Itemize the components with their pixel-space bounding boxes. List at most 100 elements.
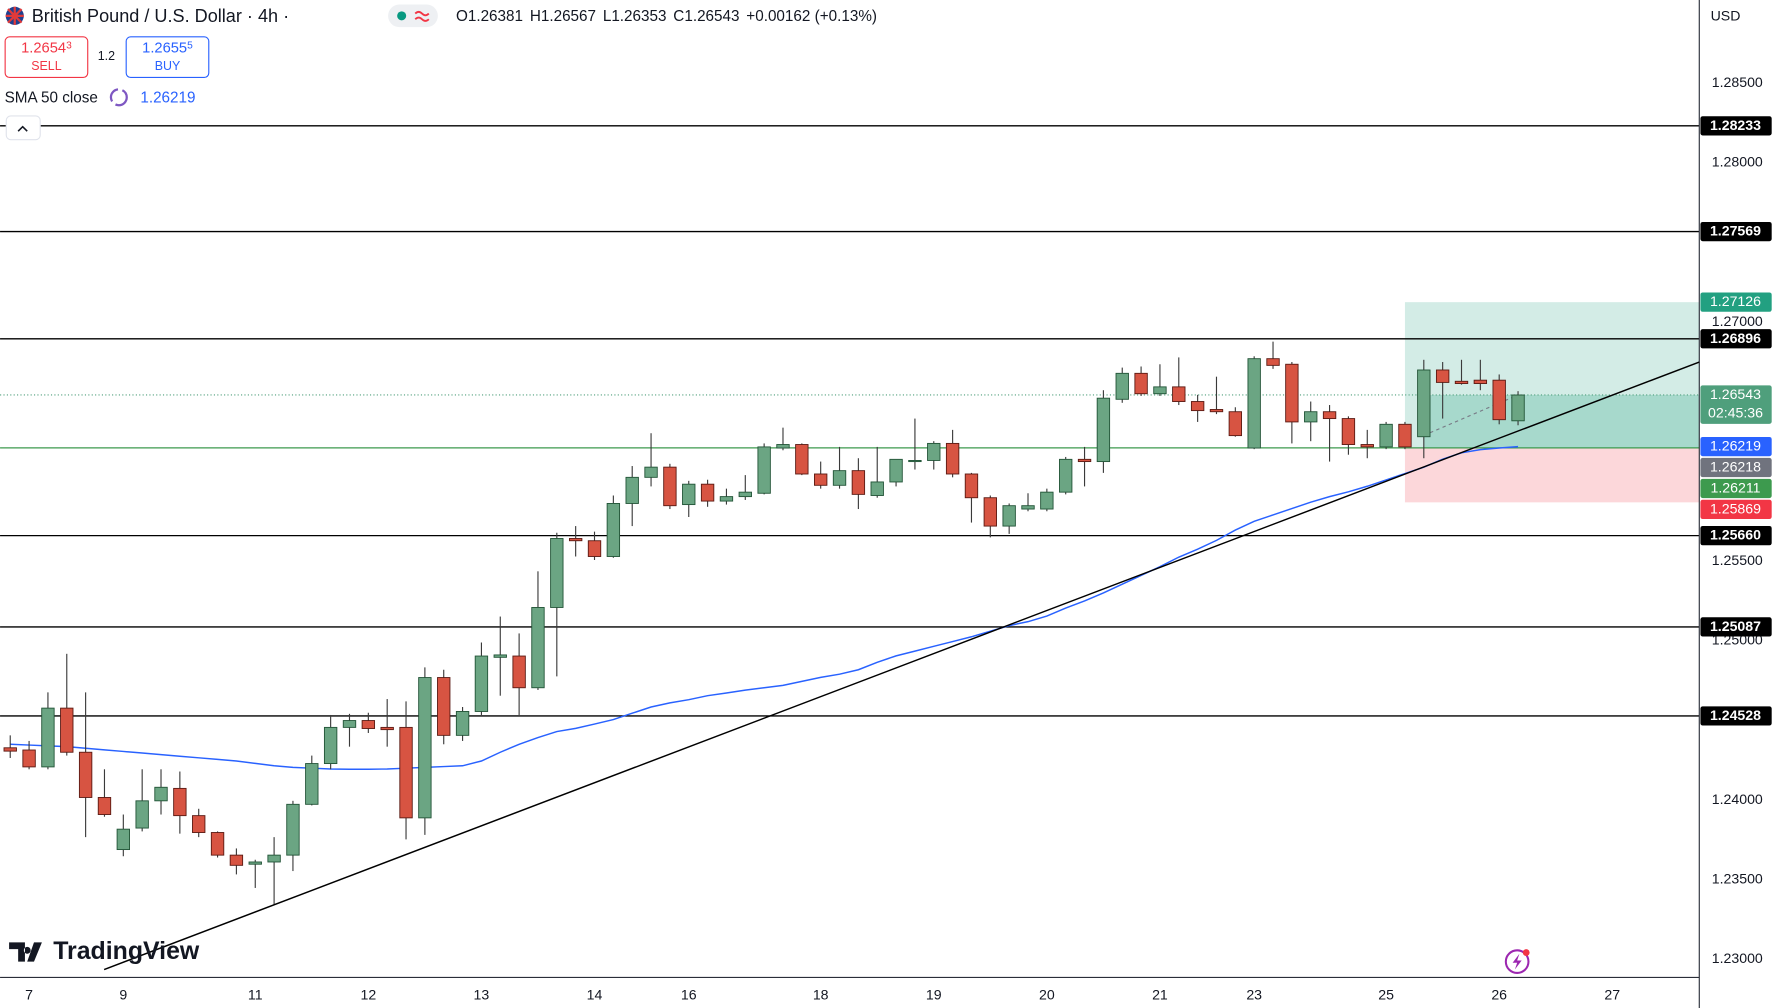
candle-body	[738, 491, 752, 498]
candle-body	[1398, 423, 1412, 448]
candle-body	[1304, 411, 1318, 423]
price-tag: 1.24528	[1700, 706, 1772, 726]
candle-body	[964, 473, 979, 499]
candle-body	[135, 800, 149, 829]
price-tag-box	[1700, 457, 1772, 478]
x-tick-label: 7	[25, 986, 33, 1002]
candle-body	[286, 803, 300, 856]
candle-body	[248, 861, 262, 865]
price-tag-box	[1700, 617, 1772, 637]
sell-button[interactable]	[4, 36, 89, 79]
price-tag: 1.26543 02:45:36	[1700, 385, 1772, 424]
x-tick-label: 27	[1604, 986, 1620, 1002]
ohlc-label: H	[530, 8, 541, 25]
candle-body	[832, 470, 847, 486]
candle-body	[3, 747, 17, 752]
trend-line	[103, 361, 1700, 971]
candle-body	[606, 503, 621, 557]
candle-body	[663, 466, 677, 507]
x-tick-label: 23	[1246, 986, 1262, 1002]
price-tag: 1.26219	[1700, 436, 1772, 457]
candle-body	[1379, 423, 1393, 448]
y-tick-label: 1.23500	[1712, 870, 1763, 886]
sma-line	[10, 445, 1519, 771]
candle-body	[418, 677, 432, 819]
buy-button[interactable]	[125, 36, 210, 79]
ohlc-value: 1.26567	[541, 8, 596, 25]
sell-price-main: 1.2654	[21, 41, 66, 57]
x-tick-label: 12	[360, 986, 376, 1002]
status-pill[interactable]	[388, 4, 438, 28]
ohlc-change: +0.00162 (+0.13%)	[746, 8, 877, 25]
candle-body	[889, 458, 903, 483]
spread: 1.2	[98, 49, 115, 63]
price-tag-label: 1.25087	[1710, 618, 1761, 634]
candle-body	[531, 607, 545, 689]
lightning-bolt	[1512, 953, 1522, 970]
price-tag: 1.26218	[1700, 457, 1772, 478]
price-tag-box	[1700, 385, 1772, 424]
open-profit-zone	[1423, 394, 1700, 448]
countdown: 02:45:36	[1708, 404, 1763, 420]
candle-body	[1059, 458, 1073, 493]
price-tag-box	[1700, 329, 1772, 349]
candle-body	[814, 473, 828, 486]
status-icon	[414, 10, 430, 22]
candle-body	[305, 763, 319, 805]
candle-body	[60, 707, 74, 753]
buy-price-main: 1.2655	[142, 41, 187, 57]
indicator-name: SMA 50 close	[5, 89, 98, 106]
candle-body	[1341, 418, 1356, 445]
x-tick-label: 25	[1378, 986, 1394, 1002]
candle-body	[1021, 505, 1035, 510]
candle-body	[1190, 401, 1205, 412]
price-tag-box	[1700, 706, 1772, 726]
price-tag-box	[1700, 499, 1772, 520]
candle-body	[1511, 394, 1525, 422]
candle-body	[22, 749, 36, 768]
candle-body	[512, 655, 526, 689]
price-tag-label: 1.26219	[1710, 438, 1761, 454]
collapse-icon	[17, 125, 28, 132]
candle-body	[927, 442, 941, 461]
candle-body	[97, 797, 112, 815]
candle-body	[1454, 380, 1469, 384]
currency-label[interactable]: USD	[1711, 8, 1741, 24]
candle-body	[587, 540, 602, 557]
x-tick-label: 9	[119, 986, 127, 1002]
price-tag-label: 1.26543	[1710, 386, 1761, 402]
sell-label: SELL	[31, 59, 62, 73]
candle-body	[1417, 369, 1431, 438]
candle-body	[908, 460, 922, 463]
target-zone	[1404, 302, 1700, 448]
candle-body	[870, 481, 884, 496]
price-tag-label: 1.27126	[1710, 293, 1761, 309]
price-tag-box	[1700, 526, 1772, 546]
indicator-icon[interactable]	[109, 88, 128, 107]
y-tick-label: 1.27000	[1712, 313, 1763, 329]
x-tick-label: 16	[681, 986, 697, 1002]
market-open-dot	[397, 11, 407, 21]
candle-body	[267, 854, 281, 863]
candle-body	[399, 726, 413, 819]
candle-body	[78, 751, 93, 798]
alert-dot	[1522, 949, 1530, 956]
candle-body	[323, 726, 338, 765]
candle-body	[474, 655, 489, 712]
x-tick-label: 26	[1491, 986, 1507, 1002]
price-tag: 1.25087	[1700, 617, 1772, 637]
buy-price: 1.26555	[142, 40, 193, 57]
alert-icon[interactable]	[1504, 949, 1530, 974]
x-tick-label: 14	[587, 986, 603, 1002]
candle-body	[493, 654, 507, 658]
price-tag: 1.25869	[1700, 499, 1772, 520]
candle-body	[1247, 358, 1261, 449]
candle-body	[851, 470, 866, 495]
candle-body	[1077, 458, 1092, 463]
price-tag-label: 1.26896	[1710, 330, 1761, 346]
candle-body	[682, 483, 696, 506]
ohlc-value: 1.26381	[468, 8, 523, 25]
price-tag: 1.28233	[1700, 116, 1772, 136]
ohlc-value: 1.26543	[684, 8, 739, 25]
